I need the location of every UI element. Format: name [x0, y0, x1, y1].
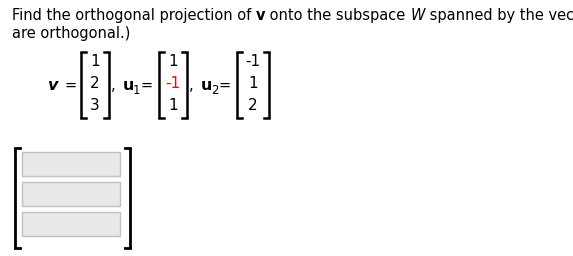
Text: =: =: [219, 78, 231, 92]
Bar: [22, 212, 120, 236]
Text: 1: 1: [133, 84, 140, 98]
Text: =: =: [141, 78, 153, 92]
Text: ,: ,: [111, 78, 116, 92]
Text: =: =: [65, 78, 77, 92]
Text: 1: 1: [248, 76, 258, 91]
Text: spanned by the vectors: spanned by the vectors: [425, 8, 573, 23]
Text: u: u: [123, 78, 135, 92]
Text: -1: -1: [166, 76, 180, 91]
Text: v: v: [256, 8, 265, 23]
Text: ,: ,: [189, 78, 194, 92]
Text: W: W: [410, 8, 425, 23]
Text: 3: 3: [90, 99, 100, 113]
Bar: [22, 152, 120, 176]
Text: 2: 2: [211, 84, 218, 98]
Text: Find the orthogonal projection of: Find the orthogonal projection of: [12, 8, 256, 23]
Text: -1: -1: [245, 55, 261, 69]
Bar: [22, 182, 120, 206]
Text: u: u: [201, 78, 213, 92]
Text: 1: 1: [168, 55, 178, 69]
Text: 1: 1: [90, 55, 100, 69]
Text: 1: 1: [168, 99, 178, 113]
Text: are orthogonal.): are orthogonal.): [12, 26, 131, 41]
Text: 2: 2: [90, 76, 100, 91]
Text: 2: 2: [248, 99, 258, 113]
Text: v: v: [48, 78, 58, 92]
Text: onto the subspace: onto the subspace: [265, 8, 410, 23]
